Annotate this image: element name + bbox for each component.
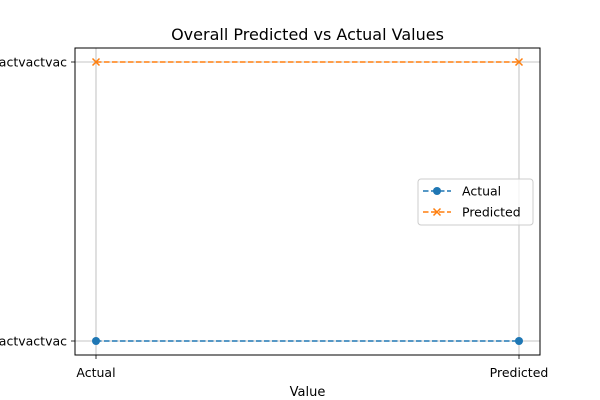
x-tick-label: Predicted	[490, 365, 549, 380]
legend-predicted-label: Predicted	[462, 205, 521, 220]
legend-actual-label: Actual	[462, 184, 501, 199]
chart-title: Overall Predicted vs Actual Values	[171, 25, 444, 44]
data-point-predicted	[91, 57, 101, 67]
series-layer	[91, 57, 524, 345]
y-tick-label: vtvactvactvac	[0, 55, 67, 70]
legend: Actual Predicted	[417, 178, 534, 226]
data-point-actual	[92, 337, 100, 345]
x-axis-label: Value	[290, 385, 326, 400]
x-tick-label: Actual	[76, 365, 115, 380]
plot-frame	[74, 47, 541, 356]
data-point-actual	[515, 337, 523, 345]
y-tick-label: vtvactvactvac	[0, 334, 67, 349]
legend-box	[417, 178, 534, 226]
legend-actual-marker	[433, 187, 441, 195]
data-point-predicted	[514, 57, 524, 67]
legend-predicted-marker	[432, 207, 442, 217]
ticks-layer: Actual Predicted vtvactvactvac vtvactvactva…	[0, 55, 548, 381]
